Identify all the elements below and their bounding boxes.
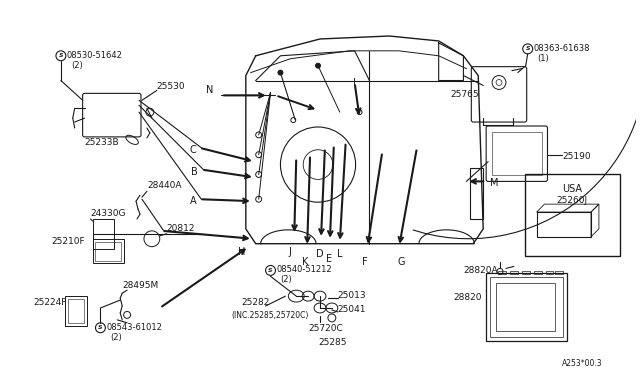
Bar	[93, 239, 124, 263]
Text: 25210F: 25210F	[51, 237, 84, 246]
Text: 25013: 25013	[338, 291, 367, 300]
Text: (1): (1)	[538, 54, 549, 63]
Text: S: S	[98, 325, 102, 330]
Bar	[545, 272, 554, 275]
Text: 25224F: 25224F	[33, 298, 67, 307]
Text: 08543-61012: 08543-61012	[106, 323, 163, 332]
Text: N: N	[206, 86, 213, 95]
Text: L: L	[337, 248, 342, 259]
Bar	[556, 272, 563, 275]
Text: 28820A: 28820A	[463, 266, 498, 275]
Bar	[65, 296, 86, 326]
Text: 25260J: 25260J	[557, 196, 588, 205]
Circle shape	[278, 70, 283, 75]
Circle shape	[316, 63, 321, 68]
Text: E: E	[326, 254, 332, 264]
Text: H: H	[238, 247, 245, 257]
Bar	[490, 278, 563, 337]
Text: K: K	[302, 257, 308, 267]
Text: 25282: 25282	[241, 298, 269, 307]
Bar	[522, 272, 530, 275]
Text: USA: USA	[562, 185, 582, 194]
Text: B: B	[191, 167, 198, 177]
Text: 25233B: 25233B	[84, 138, 119, 147]
Text: 28495M: 28495M	[122, 281, 159, 290]
Bar	[536, 212, 591, 237]
Text: S: S	[525, 46, 530, 51]
Bar	[492, 132, 541, 176]
Text: 08530-51642: 08530-51642	[67, 51, 123, 60]
Text: S: S	[268, 268, 273, 273]
Bar	[525, 174, 620, 256]
Text: 24330G: 24330G	[90, 209, 126, 218]
Text: A: A	[189, 196, 196, 206]
Text: (2): (2)	[110, 333, 122, 342]
Text: 28820: 28820	[454, 293, 482, 302]
Text: 28440A: 28440A	[147, 182, 181, 190]
Bar	[470, 167, 483, 219]
Text: 25720C: 25720C	[308, 324, 343, 333]
Text: (INC.25285,25720C): (INC.25285,25720C)	[231, 311, 308, 320]
Text: G: G	[397, 257, 404, 267]
Text: (2): (2)	[71, 61, 83, 70]
Text: 25041: 25041	[338, 305, 366, 314]
Text: 08540-51212: 08540-51212	[276, 266, 332, 275]
Text: 20812: 20812	[166, 224, 195, 233]
Bar	[486, 273, 567, 341]
Text: J: J	[289, 247, 291, 257]
Bar	[510, 272, 518, 275]
Text: C: C	[189, 145, 196, 155]
Bar	[68, 299, 84, 323]
Text: I: I	[353, 77, 355, 87]
Text: A253*00.3: A253*00.3	[563, 359, 603, 368]
Text: 08363-61638: 08363-61638	[534, 44, 590, 53]
Bar	[534, 272, 541, 275]
Text: M: M	[490, 179, 499, 189]
Text: D: D	[316, 248, 324, 259]
Bar	[93, 219, 115, 248]
Text: 25190: 25190	[563, 152, 591, 161]
Bar	[95, 242, 121, 260]
Text: F: F	[362, 257, 367, 267]
Text: (2): (2)	[280, 275, 292, 284]
Text: 25530: 25530	[157, 83, 186, 92]
Bar	[496, 283, 556, 331]
Text: S: S	[59, 53, 63, 58]
Text: 25285: 25285	[318, 338, 346, 347]
Text: 25765: 25765	[451, 90, 479, 99]
Bar	[498, 272, 506, 275]
